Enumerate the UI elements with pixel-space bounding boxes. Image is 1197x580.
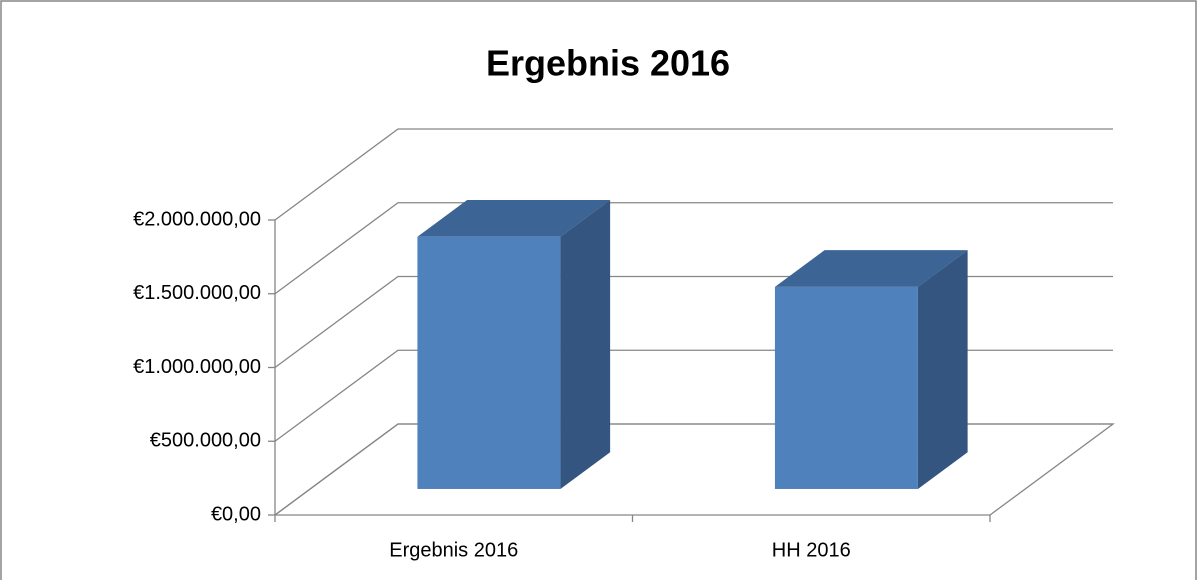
bar [774,286,918,489]
y-tick-label: €2.000.000,00 [133,208,261,230]
y-tick-label: €1.000.000,00 [133,356,261,378]
y-tick-label: €1.500.000,00 [133,282,261,304]
y-tick-label: €0,00 [211,503,261,525]
bar-top [774,250,968,287]
bar-side [917,250,968,489]
grid-line [274,128,1113,221]
bar-side [560,199,611,489]
x-tick-label: Ergebnis 2016 [389,539,518,561]
chart-title: Ergebnis 2016 [486,43,730,84]
x-tick-label: HH 2016 [772,539,851,561]
y-tick-label: €500.000,00 [150,430,261,452]
grid-line [274,202,1113,295]
bar [417,236,561,489]
bar-top [417,199,611,237]
